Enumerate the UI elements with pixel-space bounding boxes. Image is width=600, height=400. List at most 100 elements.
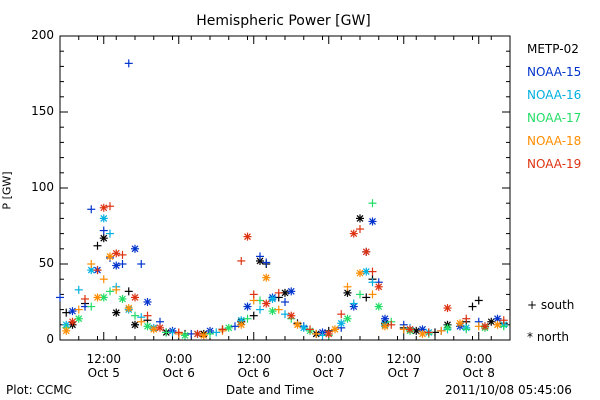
data-point-north xyxy=(287,287,296,296)
data-point-north xyxy=(68,317,77,326)
data-point-south xyxy=(468,302,477,311)
data-point-south xyxy=(118,260,127,268)
data-point-north xyxy=(268,307,277,316)
data-point-north xyxy=(356,214,364,223)
data-point-north xyxy=(406,325,414,334)
data-point-north xyxy=(368,217,377,226)
legend-entry-noaa-16: NOAA-16 xyxy=(527,88,582,102)
data-point-south xyxy=(81,294,89,303)
y-tick-label: 200 xyxy=(31,28,54,42)
legend-south: + south xyxy=(527,298,574,312)
y-tick-label: 150 xyxy=(31,104,54,118)
data-point-south xyxy=(237,256,246,265)
data-point-south xyxy=(281,298,289,306)
data-point-south xyxy=(206,329,214,338)
data-point-south xyxy=(306,325,314,334)
data-point-south xyxy=(56,293,64,302)
data-point-south xyxy=(99,275,108,284)
data-point-north xyxy=(268,294,277,303)
data-point-north xyxy=(99,214,108,223)
data-point-south xyxy=(143,311,152,320)
data-point-north xyxy=(74,314,83,323)
data-point-south xyxy=(137,260,146,268)
data-point-south xyxy=(118,250,127,259)
data-point-north xyxy=(106,252,114,261)
chart-title: Hemispheric Power [GW] xyxy=(196,13,371,29)
data-point-south xyxy=(87,302,96,311)
x-tick-label-time: 12:00 xyxy=(86,352,122,366)
data-point-north xyxy=(149,325,158,334)
data-point-north xyxy=(237,320,246,329)
data-point-north xyxy=(224,323,233,332)
y-tick-label: 100 xyxy=(31,180,54,194)
data-point-north xyxy=(481,322,489,331)
data-point-north xyxy=(156,323,164,332)
data-point-south xyxy=(349,299,358,308)
data-point-north xyxy=(374,282,383,291)
data-point-south xyxy=(106,202,114,211)
data-point-south xyxy=(362,293,371,302)
data-point-south xyxy=(243,314,252,323)
data-point-south xyxy=(87,260,96,268)
data-point-south xyxy=(462,314,471,323)
data-point-south xyxy=(62,308,71,317)
y-tick-label: 0 xyxy=(46,332,54,346)
data-point-south xyxy=(112,285,121,294)
legend-entry-noaa-17: NOAA-17 xyxy=(527,111,582,125)
x-tick-label-date: Oct 7 xyxy=(312,366,345,380)
north-label: north xyxy=(536,330,570,344)
data-point-north xyxy=(262,299,271,308)
data-point-south xyxy=(424,328,433,337)
data-point-north xyxy=(143,298,152,306)
data-point-south xyxy=(387,320,396,329)
data-point-north xyxy=(381,322,389,331)
data-point-north xyxy=(99,234,108,243)
x-tick-label-date: Oct 7 xyxy=(387,366,420,380)
data-point-south xyxy=(249,290,258,299)
data-point-north xyxy=(112,308,121,317)
data-point-north xyxy=(243,232,252,241)
data-point-north xyxy=(362,247,371,256)
data-point-north xyxy=(131,293,139,302)
data-point-north xyxy=(443,304,452,313)
data-point-south xyxy=(218,325,227,334)
data-point-south xyxy=(337,310,346,319)
data-point-south xyxy=(262,258,271,267)
x-tick-label-date: Oct 6 xyxy=(162,366,195,380)
data-point-north xyxy=(456,319,464,328)
data-point-south xyxy=(87,205,96,214)
data-point-north xyxy=(118,294,127,303)
data-point-south xyxy=(368,267,377,276)
data-point-north xyxy=(493,320,502,329)
data-point-north xyxy=(112,249,121,258)
data-point-north xyxy=(343,314,352,323)
data-point-north xyxy=(68,307,77,316)
data-point-north xyxy=(131,244,139,253)
x-tick-label-date: Oct 6 xyxy=(237,366,270,380)
data-point-south xyxy=(162,328,171,337)
data-point-south xyxy=(137,317,146,326)
data-point-north xyxy=(418,329,427,338)
south-symbol: + xyxy=(527,298,538,312)
timestamp: 2011/10/08 05:45:06 xyxy=(445,383,572,397)
data-point-north xyxy=(287,311,296,320)
data-point-south xyxy=(281,310,289,319)
data-point-south xyxy=(93,266,102,275)
data-point-south xyxy=(368,278,377,287)
data-point-north xyxy=(99,203,108,212)
data-point-south xyxy=(131,311,139,320)
data-point-south xyxy=(368,290,377,299)
data-point-south xyxy=(93,241,102,250)
data-point-south xyxy=(437,326,446,335)
legend-entry-noaa-15: NOAA-15 xyxy=(527,65,582,79)
data-point-south xyxy=(74,285,83,294)
data-point-south xyxy=(368,199,377,208)
data-point-south xyxy=(274,288,283,297)
data-point-south xyxy=(256,305,264,314)
data-point-south xyxy=(106,287,114,296)
south-label: south xyxy=(540,298,575,312)
data-point-south xyxy=(312,329,321,338)
data-point-south xyxy=(74,305,83,314)
data-point-north xyxy=(112,261,121,270)
